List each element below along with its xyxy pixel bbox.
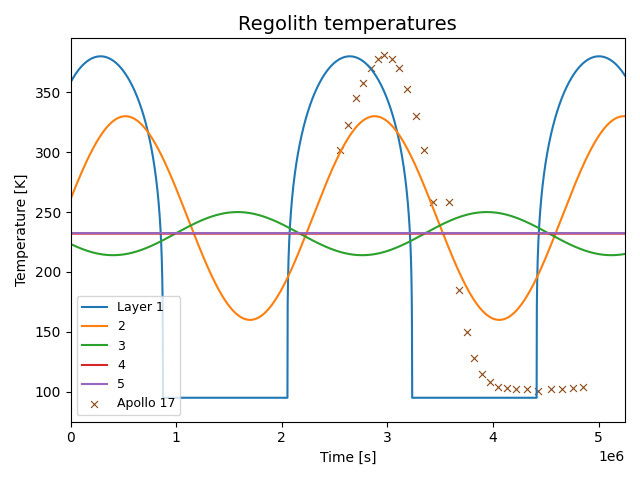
4 [67, 231, 74, 237]
2 [399, 139, 407, 144]
4 [481, 231, 488, 237]
2 [481, 310, 488, 316]
Apollo 17 [351, 95, 361, 102]
Layer 1 [279, 395, 287, 401]
Apollo 17 [454, 286, 465, 294]
Apollo 17 [335, 146, 345, 154]
3 [168, 233, 175, 239]
4 [428, 231, 435, 237]
3 [428, 227, 435, 233]
Apollo 17 [411, 112, 421, 120]
Layer 1 [523, 395, 531, 401]
2 [67, 196, 74, 202]
Apollo 17 [477, 370, 488, 378]
5 [481, 230, 488, 236]
Apollo 17 [419, 146, 429, 154]
Line: 3: 3 [70, 212, 625, 255]
5 [278, 230, 286, 236]
Apollo 17 [365, 64, 376, 72]
2 [523, 294, 531, 300]
Line: Layer 1: Layer 1 [70, 56, 625, 398]
Apollo 17 [461, 328, 472, 336]
Apollo 17 [372, 55, 383, 62]
5 [168, 230, 175, 236]
Apollo 17 [343, 121, 353, 129]
5 [428, 230, 435, 236]
5 [523, 230, 531, 236]
3 [279, 222, 287, 228]
5 [399, 230, 407, 236]
Apollo 17 [484, 378, 495, 386]
Title: Regolith temperatures: Regolith temperatures [239, 15, 457, 34]
4 [399, 231, 407, 237]
Apollo 17 [502, 384, 512, 392]
Layer 1 [428, 395, 435, 401]
Apollo 17 [379, 51, 389, 59]
2 [246, 317, 254, 323]
Layer 1 [481, 395, 488, 401]
Layer 1 [168, 395, 175, 401]
4 [523, 231, 531, 237]
2 [428, 201, 435, 206]
5 [621, 230, 629, 236]
Legend: Layer 1, 2, 3, 4, 5, Apollo 17: Layer 1, 2, 3, 4, 5, Apollo 17 [77, 296, 180, 416]
3 [483, 209, 491, 215]
Apollo 17 [469, 354, 479, 362]
Apollo 17 [394, 64, 404, 72]
5 [67, 230, 74, 236]
Layer 1 [399, 161, 407, 167]
4 [621, 231, 629, 237]
4 [168, 231, 175, 237]
Apollo 17 [533, 387, 543, 395]
3 [399, 242, 407, 248]
Apollo 17 [428, 199, 438, 206]
3 [67, 241, 74, 247]
Y-axis label: Temperature [K]: Temperature [K] [15, 174, 29, 286]
Layer 1 [595, 53, 603, 59]
Apollo 17 [557, 385, 567, 393]
Apollo 17 [444, 199, 454, 206]
Layer 1 [67, 79, 74, 85]
3 [621, 251, 629, 257]
Apollo 17 [493, 383, 504, 391]
Apollo 17 [578, 383, 588, 391]
Layer 1 [159, 395, 167, 401]
Apollo 17 [387, 55, 397, 62]
2 [168, 174, 175, 180]
Apollo 17 [358, 79, 368, 86]
X-axis label: Time [s]: Time [s] [319, 451, 376, 465]
2 [279, 285, 287, 290]
4 [278, 231, 286, 237]
3 [481, 209, 488, 215]
Line: 2: 2 [70, 116, 625, 320]
3 [109, 252, 117, 258]
Layer 1 [621, 73, 629, 79]
2 [621, 113, 629, 119]
Apollo 17 [546, 385, 556, 393]
Apollo 17 [511, 385, 522, 393]
Apollo 17 [403, 85, 413, 93]
3 [523, 219, 531, 225]
2 [620, 113, 628, 119]
Apollo 17 [568, 384, 579, 392]
Apollo 17 [522, 385, 532, 393]
